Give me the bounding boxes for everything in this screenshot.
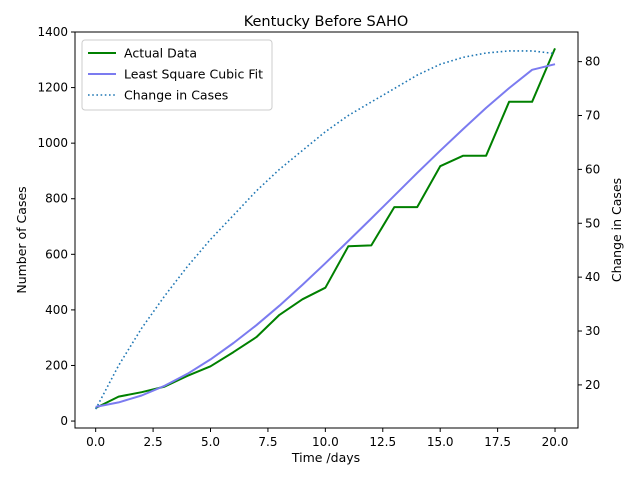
y-tick-label: 0 xyxy=(60,414,68,428)
x-tick-label: 0.0 xyxy=(86,435,105,449)
y-tick-label: 200 xyxy=(45,358,68,372)
x-tick-label: 17.5 xyxy=(484,435,511,449)
y2-tick-label: 50 xyxy=(585,216,600,230)
y-tick-label: 1200 xyxy=(37,81,68,95)
x-tick-label: 5.0 xyxy=(201,435,220,449)
legend-label: Change in Cases xyxy=(124,88,228,103)
legend: Actual Data Least Square Cubic Fit Change … xyxy=(81,39,273,111)
series-line-1 xyxy=(95,63,556,408)
y2-tick-label: 80 xyxy=(585,55,600,69)
x-tick-label: 10.0 xyxy=(312,435,339,449)
x-tick-label: 20.0 xyxy=(542,435,569,449)
y2-tick-label: 60 xyxy=(585,162,600,176)
y2-tick-label: 40 xyxy=(585,270,600,284)
x-axis-label: Time /days xyxy=(291,450,360,465)
axes-layer xyxy=(74,31,579,429)
legend-box xyxy=(81,39,273,111)
x-tick-label: 2.5 xyxy=(144,435,163,449)
legend-label: Actual Data xyxy=(124,46,197,61)
y-tick-label: 800 xyxy=(45,192,68,206)
plot-frame xyxy=(74,31,579,429)
y-tick-label: 400 xyxy=(45,303,68,317)
y2-axis-label: Change in Cases xyxy=(609,178,624,282)
y2-tick-label: 30 xyxy=(585,324,600,338)
x-tick-label: 7.5 xyxy=(258,435,277,449)
series-line-0 xyxy=(95,48,556,409)
x-tick-label: 12.5 xyxy=(369,435,396,449)
y-axis-label: Number of Cases xyxy=(14,186,29,293)
chart-title: Kentucky Before SAHO xyxy=(244,14,409,30)
series-layer xyxy=(94,48,556,410)
ticks-layer: 0.0 2.5 5.0 7.5 10.0 12.5 15.0 17.5 20.0 0 200 400 6… xyxy=(37,25,600,449)
y-tick-label: 1000 xyxy=(37,136,68,150)
y-tick-label: 1400 xyxy=(37,25,68,39)
y2-tick-label: 70 xyxy=(585,109,600,123)
x-tick-label: 15.0 xyxy=(427,435,454,449)
y2-tick-label: 20 xyxy=(585,378,600,392)
legend-label: Least Square Cubic Fit xyxy=(124,67,263,82)
y-tick-label: 600 xyxy=(45,247,68,261)
